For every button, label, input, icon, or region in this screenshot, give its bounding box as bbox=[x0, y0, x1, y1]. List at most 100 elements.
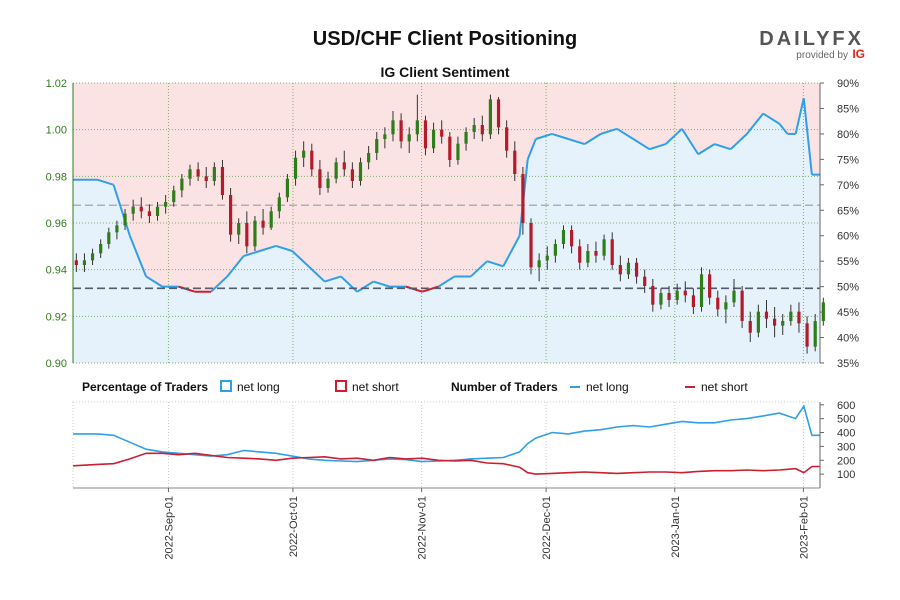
candle-up bbox=[164, 202, 168, 207]
count-tick-label: 100 bbox=[837, 469, 855, 481]
net-long-pct-segment bbox=[470, 260, 488, 278]
candle-up bbox=[253, 220, 257, 247]
candle-up bbox=[82, 260, 87, 265]
legend-num-title: Number of Traders bbox=[451, 380, 558, 394]
legend-num-long-label: net long bbox=[586, 380, 629, 394]
candle-down bbox=[245, 223, 249, 247]
net-long-pct-segment bbox=[226, 255, 245, 278]
price-tick-label: 0.90 bbox=[46, 358, 67, 370]
candle-up bbox=[383, 134, 387, 139]
net-long-pct-segment bbox=[616, 127, 634, 140]
net-long-pct-segment bbox=[486, 260, 504, 268]
net-long-pct-segment bbox=[373, 280, 390, 288]
net-long-pct-segment bbox=[324, 275, 342, 283]
candle-up bbox=[115, 225, 119, 233]
candle-up bbox=[537, 260, 541, 268]
chart-subtitle: IG Client Sentiment bbox=[380, 64, 509, 80]
candle-down bbox=[570, 230, 574, 247]
candle-up bbox=[488, 99, 493, 135]
net-short-pct-segment bbox=[178, 285, 196, 293]
candle-up bbox=[99, 244, 103, 254]
legend-num-short-label: net short bbox=[701, 380, 748, 394]
candle-up bbox=[675, 290, 679, 300]
price-sentiment-plot: 0.90 0.92 0.94 0.96 0.98 1.00 1.02 35% 40% 45% 50%… bbox=[46, 78, 860, 370]
candle-down bbox=[220, 167, 225, 195]
candle-down bbox=[578, 246, 582, 263]
candle-up bbox=[813, 321, 817, 347]
candle-down bbox=[748, 321, 752, 333]
candle-up bbox=[415, 120, 419, 135]
legend-pct-short-swatch bbox=[335, 380, 347, 392]
sentiment-tick-label: 75% bbox=[837, 154, 859, 166]
candle-down bbox=[204, 176, 208, 181]
net-long-pct-segment bbox=[794, 98, 805, 135]
candle-down bbox=[480, 125, 484, 135]
sentiment-tick-label: 35% bbox=[837, 358, 859, 370]
count-tick-label: 200 bbox=[837, 455, 855, 467]
candle-down bbox=[521, 174, 525, 223]
count-tick-label: 600 bbox=[837, 400, 855, 412]
net-long-pct-segment bbox=[714, 143, 731, 151]
net-long-pct-segment bbox=[600, 127, 618, 135]
legend: Percentage of Traders net long net short… bbox=[82, 380, 748, 394]
date-tick-label: 2022-Nov-01 bbox=[417, 496, 429, 560]
candle-down bbox=[513, 150, 517, 174]
net-long-pct-segment bbox=[729, 133, 748, 150]
net-short-area bbox=[73, 83, 820, 292]
candle-up bbox=[586, 251, 590, 263]
candle-down bbox=[310, 150, 314, 170]
candle-up bbox=[659, 293, 663, 305]
net-long-pct-segment bbox=[210, 275, 228, 293]
brand-name: DAILYFX bbox=[759, 28, 864, 50]
net-long-pct-segment bbox=[535, 132, 553, 140]
date-tick-label: 2022-Dec-01 bbox=[541, 496, 553, 560]
candle-down bbox=[196, 169, 200, 177]
candle-up bbox=[407, 134, 411, 142]
candle-down bbox=[448, 136, 452, 160]
price-tick-label: 0.98 bbox=[46, 171, 67, 183]
candle-down bbox=[797, 311, 801, 324]
candle-down bbox=[399, 120, 403, 142]
sentiment-tick-label: 60% bbox=[837, 231, 859, 243]
date-tick-label: 2022-Oct-01 bbox=[288, 496, 300, 557]
net-long-pct-segment bbox=[681, 128, 700, 155]
candle-up bbox=[212, 167, 216, 181]
net-long-pct-segment bbox=[632, 138, 651, 151]
net-short-pct-segment bbox=[405, 285, 423, 293]
candle-down bbox=[708, 274, 712, 298]
sentiment-tick-label: 70% bbox=[837, 180, 859, 192]
chart-title: USD/CHF Client Positioning bbox=[313, 28, 577, 50]
candle-up bbox=[334, 162, 338, 179]
count-plot-frame bbox=[72, 401, 821, 489]
candle-up bbox=[472, 125, 476, 132]
candle-down bbox=[683, 290, 687, 296]
candle-down bbox=[634, 262, 639, 277]
count-tick-label: 300 bbox=[837, 441, 855, 453]
net-long-pct-segment bbox=[97, 178, 114, 186]
net-long-pct-segment bbox=[551, 132, 569, 140]
candle-up bbox=[732, 290, 736, 303]
sentiment-tick-label: 55% bbox=[837, 256, 859, 268]
net-long-pct-segment bbox=[145, 275, 163, 288]
price-tick-label: 0.94 bbox=[46, 265, 67, 277]
brand-provided-by: provided by bbox=[796, 50, 848, 61]
candle-down bbox=[610, 239, 614, 265]
candle-down bbox=[440, 129, 444, 137]
candle-up bbox=[789, 311, 793, 321]
price-tick-label: 0.92 bbox=[46, 311, 67, 323]
candle-down bbox=[261, 220, 265, 228]
candle-up bbox=[302, 150, 306, 158]
candle-down bbox=[529, 223, 533, 268]
candle-down bbox=[651, 286, 655, 305]
candle-up bbox=[545, 255, 549, 261]
sentiment-tick-label: 65% bbox=[837, 205, 859, 217]
net-long-pct-segment bbox=[746, 112, 764, 135]
count-tick-label: 400 bbox=[837, 428, 855, 440]
net-long-pct-segment bbox=[649, 143, 667, 151]
candle-up bbox=[756, 311, 760, 333]
candle-up bbox=[172, 190, 176, 202]
brand-provider: IG bbox=[852, 47, 865, 61]
candle-down bbox=[228, 195, 233, 235]
